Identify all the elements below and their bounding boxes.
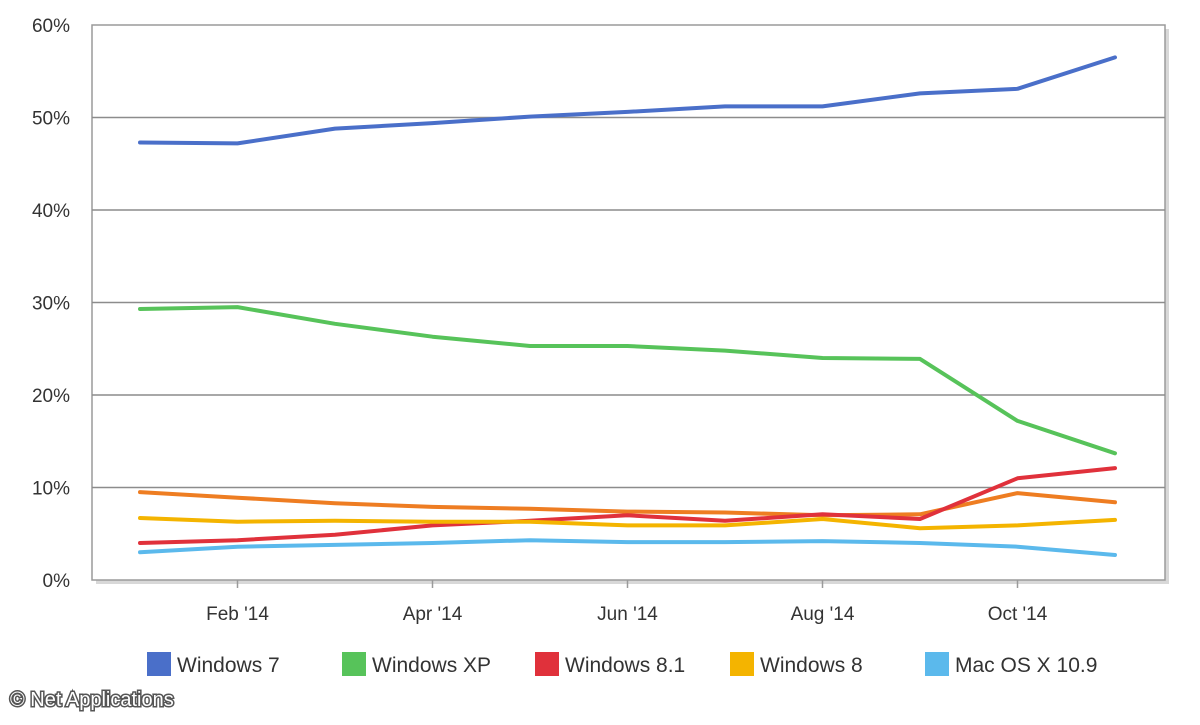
series-line-windows-7: [138, 55, 1117, 146]
legend-swatch: [730, 652, 754, 676]
y-tick-label: 60%: [32, 16, 70, 37]
legend-swatch: [925, 652, 949, 676]
x-tick-label: Oct '14: [988, 604, 1048, 625]
y-tick-label: 30%: [32, 294, 70, 315]
series-line-windows-8: [138, 516, 1117, 531]
x-tick-label: Feb '14: [206, 604, 269, 625]
source-credit: © Net Applications: [10, 689, 174, 711]
legend-item-mac-os-x-10-9: Mac OS X 10.9: [925, 652, 1097, 677]
legend-label: Mac OS X 10.9: [955, 654, 1097, 677]
x-tick-label: Jun '14: [597, 604, 658, 625]
legend-label: Windows XP: [372, 654, 491, 677]
series-line-mac-os-x-10-9: [138, 538, 1117, 557]
legend-item-windows-8: Windows 8: [730, 652, 863, 677]
y-tick-label: 40%: [32, 201, 70, 222]
series-line-windows-xp: [138, 305, 1117, 456]
legend-swatch: [147, 652, 171, 676]
legend-item-windows-7: Windows 7: [147, 652, 280, 677]
x-tick-label: Apr '14: [403, 604, 463, 625]
legend-item-windows-8-1: Windows 8.1: [535, 652, 685, 677]
legend-swatch: [342, 652, 366, 676]
legend-item-windows-xp: Windows XP: [342, 652, 491, 677]
legend-label: Windows 8.1: [565, 654, 685, 677]
legend-label: Windows 7: [177, 654, 280, 677]
legend-label: Windows 8: [760, 654, 863, 677]
y-tick-label: 0%: [43, 571, 71, 592]
y-tick-label: 20%: [32, 386, 70, 407]
x-tick-label: Aug '14: [791, 604, 855, 625]
series-line-windows-8-1: [138, 466, 1117, 545]
y-tick-label: 50%: [32, 109, 70, 130]
y-tick-label: 10%: [32, 479, 70, 500]
legend-swatch: [535, 652, 559, 676]
